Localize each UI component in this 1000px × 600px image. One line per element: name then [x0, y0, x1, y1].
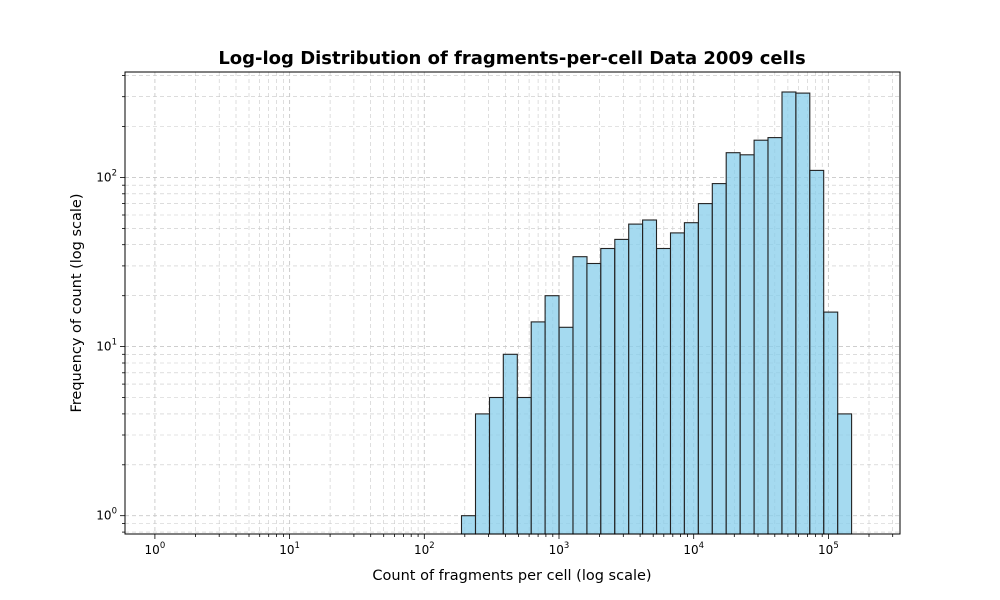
histogram-bar [558, 326, 574, 535]
histogram-bar [781, 91, 797, 535]
axis-ticks: 100 101 102 103 104 105 100 101 102 [96, 75, 894, 557]
histogram-bar [767, 137, 783, 535]
histogram-bar [669, 232, 685, 535]
histogram-bar [711, 183, 727, 535]
histogram-bar [656, 247, 672, 535]
histogram-bar [460, 515, 477, 535]
y-tick-label: 101 [96, 338, 117, 354]
bars [460, 91, 853, 535]
histogram-bar [600, 247, 616, 535]
histogram-bar [795, 92, 811, 535]
plot-frame [124, 71, 901, 535]
histogram-bar [586, 262, 602, 535]
histogram-bar [809, 169, 825, 535]
histogram-bar [628, 223, 644, 535]
x-tick-label: 105 [818, 541, 839, 557]
x-tick-label: 103 [549, 541, 570, 557]
histogram-bar [753, 139, 769, 535]
x-tick-label: 100 [145, 541, 166, 557]
chart-title: Log-log Distribution of fragments-per-ce… [218, 48, 805, 69]
histogram-bar [488, 396, 504, 535]
histogram-bar [474, 413, 491, 535]
x-tick-label: 104 [683, 541, 704, 557]
histogram-bar [725, 152, 741, 535]
histogram-bar [502, 353, 518, 535]
x-axis-label: Count of fragments per cell (log scale) [372, 568, 651, 584]
x-tick-label: 101 [279, 541, 300, 557]
x-tick-label: 102 [414, 541, 435, 557]
histogram-bar [697, 203, 713, 535]
histogram-bar [544, 295, 560, 535]
y-tick-label: 100 [96, 507, 117, 523]
y-tick-label: 102 [96, 168, 117, 184]
histogram-bar [642, 219, 658, 535]
histogram-bar [614, 238, 630, 535]
histogram-bar [572, 256, 588, 535]
histogram-bar [683, 222, 699, 535]
histogram-bar [516, 396, 532, 535]
histogram-bar [739, 154, 755, 535]
y-axis-label: Frequency of count (log scale) [69, 193, 85, 412]
histogram-bar [823, 311, 839, 535]
histogram-bar [837, 413, 853, 535]
histogram-bar [530, 321, 546, 535]
